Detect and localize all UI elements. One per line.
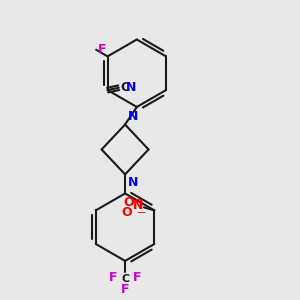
Text: F: F <box>98 43 106 56</box>
Text: +: + <box>134 195 142 205</box>
Text: C: C <box>121 274 129 284</box>
Text: F: F <box>133 272 141 284</box>
Text: F: F <box>109 272 118 284</box>
Text: O: O <box>122 206 132 219</box>
Text: F: F <box>121 283 129 296</box>
Text: N: N <box>126 81 137 94</box>
Text: N: N <box>133 200 143 212</box>
Text: O: O <box>123 196 134 209</box>
Text: −: − <box>137 208 146 218</box>
Text: N: N <box>128 110 138 123</box>
Text: N: N <box>128 176 138 189</box>
Text: C: C <box>120 81 129 94</box>
